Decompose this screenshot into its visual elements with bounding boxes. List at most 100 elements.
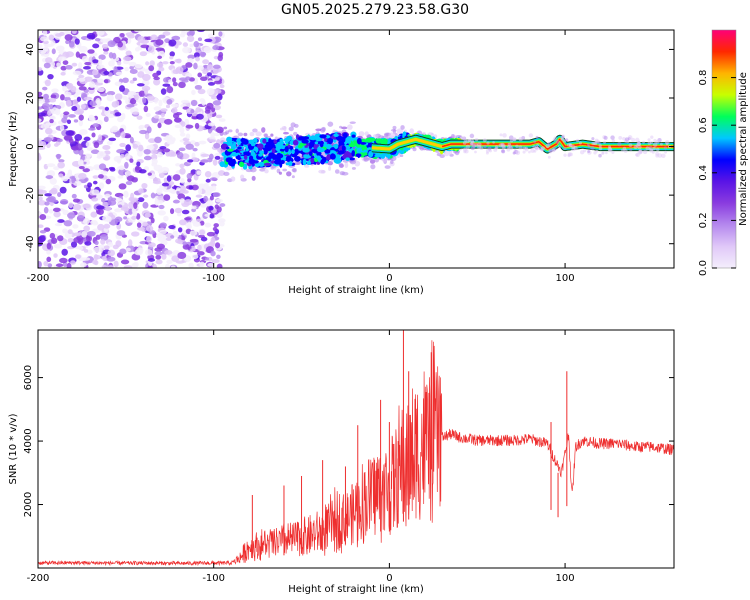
noise-blob [174,43,179,49]
noise-blob [146,235,152,243]
noise-blob [140,44,150,49]
noise-blob [64,91,72,98]
noise-blob [154,115,160,119]
noise-blob [171,103,179,108]
spectral-blob [319,142,324,148]
noise-blob [158,34,166,39]
ridge-halo [651,150,655,154]
noise-blob [195,194,203,198]
noise-blob [212,45,220,51]
noise-blob [84,61,92,66]
noise-blob [204,257,210,261]
ridge-halo [492,141,495,144]
noise-blob [63,111,70,116]
noise-blob [136,115,143,120]
noise-blob [81,230,88,238]
noise-blob [38,235,46,243]
noise-blob [60,71,66,76]
ridge-halo [642,149,648,155]
x-tick-label: -200 [27,573,50,584]
spectral-blob [302,158,307,166]
noise-blob [83,225,91,232]
noise-blob [211,259,220,264]
noise-blob [165,104,171,109]
y-tick-label: 2000 [23,492,34,517]
noise-blob [140,39,150,44]
spectral-blob [262,138,267,144]
noise-blob [185,124,194,129]
noise-blob [219,220,225,227]
noise-blob [101,43,109,49]
noise-blob [146,144,155,150]
spectral-blob [323,142,328,147]
noise-blob [206,231,216,237]
noise-blob [179,198,185,204]
spectral-blob [320,159,325,165]
figure-title: GN05.2025.279.23.58.G30 [281,2,469,18]
noise-blob [54,108,61,116]
noise-blob [71,30,77,34]
ridge-halo [465,144,471,149]
noise-blob [180,99,190,104]
noise-blob [138,188,144,194]
x-tick-label: -100 [202,273,225,284]
noise-blob [181,30,186,35]
noise-blob [207,122,216,127]
noise-blob [45,127,53,135]
spectral-halo [255,131,262,137]
noise-blob [103,51,109,55]
ridge-halo [555,139,560,144]
spectral-blob [301,139,309,144]
noise-blob [38,224,44,229]
noise-blob [49,177,57,185]
noise-blob [39,230,47,234]
ridge-halo [587,150,591,153]
spectral-halo [293,131,298,136]
ridge-halo [590,145,595,151]
noise-blob [158,99,163,107]
spectral-blob [326,143,333,150]
x-tick-label: -100 [202,573,225,584]
ridge-halo [557,144,562,149]
ridge-halo [485,149,490,153]
spectral-blob [243,155,248,160]
noise-blob [196,113,204,120]
spectral-blob [316,147,325,153]
spectral-blob [375,138,383,144]
noise-blob [133,202,138,210]
spectral-blob [341,145,346,152]
noise-blob [154,198,160,206]
ridge-halo [627,135,633,140]
noise-blob [118,183,127,190]
noise-blob [218,118,226,122]
noise-blob [51,48,56,55]
noise-blob [179,163,185,169]
noise-blob [203,195,208,203]
ridge-halo [652,142,658,147]
noise-blob [155,111,163,115]
spectral-blob [365,137,374,143]
ridge-halo [493,147,498,152]
ridge-halo [515,150,521,156]
noise-blob [166,139,175,145]
noise-blob [100,170,108,175]
noise-blob [158,172,165,179]
noise-blob [170,235,175,239]
noise-blob [212,100,222,106]
noise-blob [163,177,168,183]
noise-blob [129,69,138,74]
noise-blob [38,118,42,123]
noise-blob [114,208,121,213]
noise-blob [211,107,216,113]
noise-blob [161,182,170,187]
spectral-halo [341,171,349,176]
noise-blob [196,251,205,256]
spectral-halo [259,168,266,172]
noise-blob [179,167,186,175]
ridge-halo [575,138,580,143]
noise-blob [123,216,128,220]
noise-blob [191,208,197,213]
noise-blob [82,168,90,173]
noise-blob [125,98,130,105]
noise-blob [214,242,221,249]
